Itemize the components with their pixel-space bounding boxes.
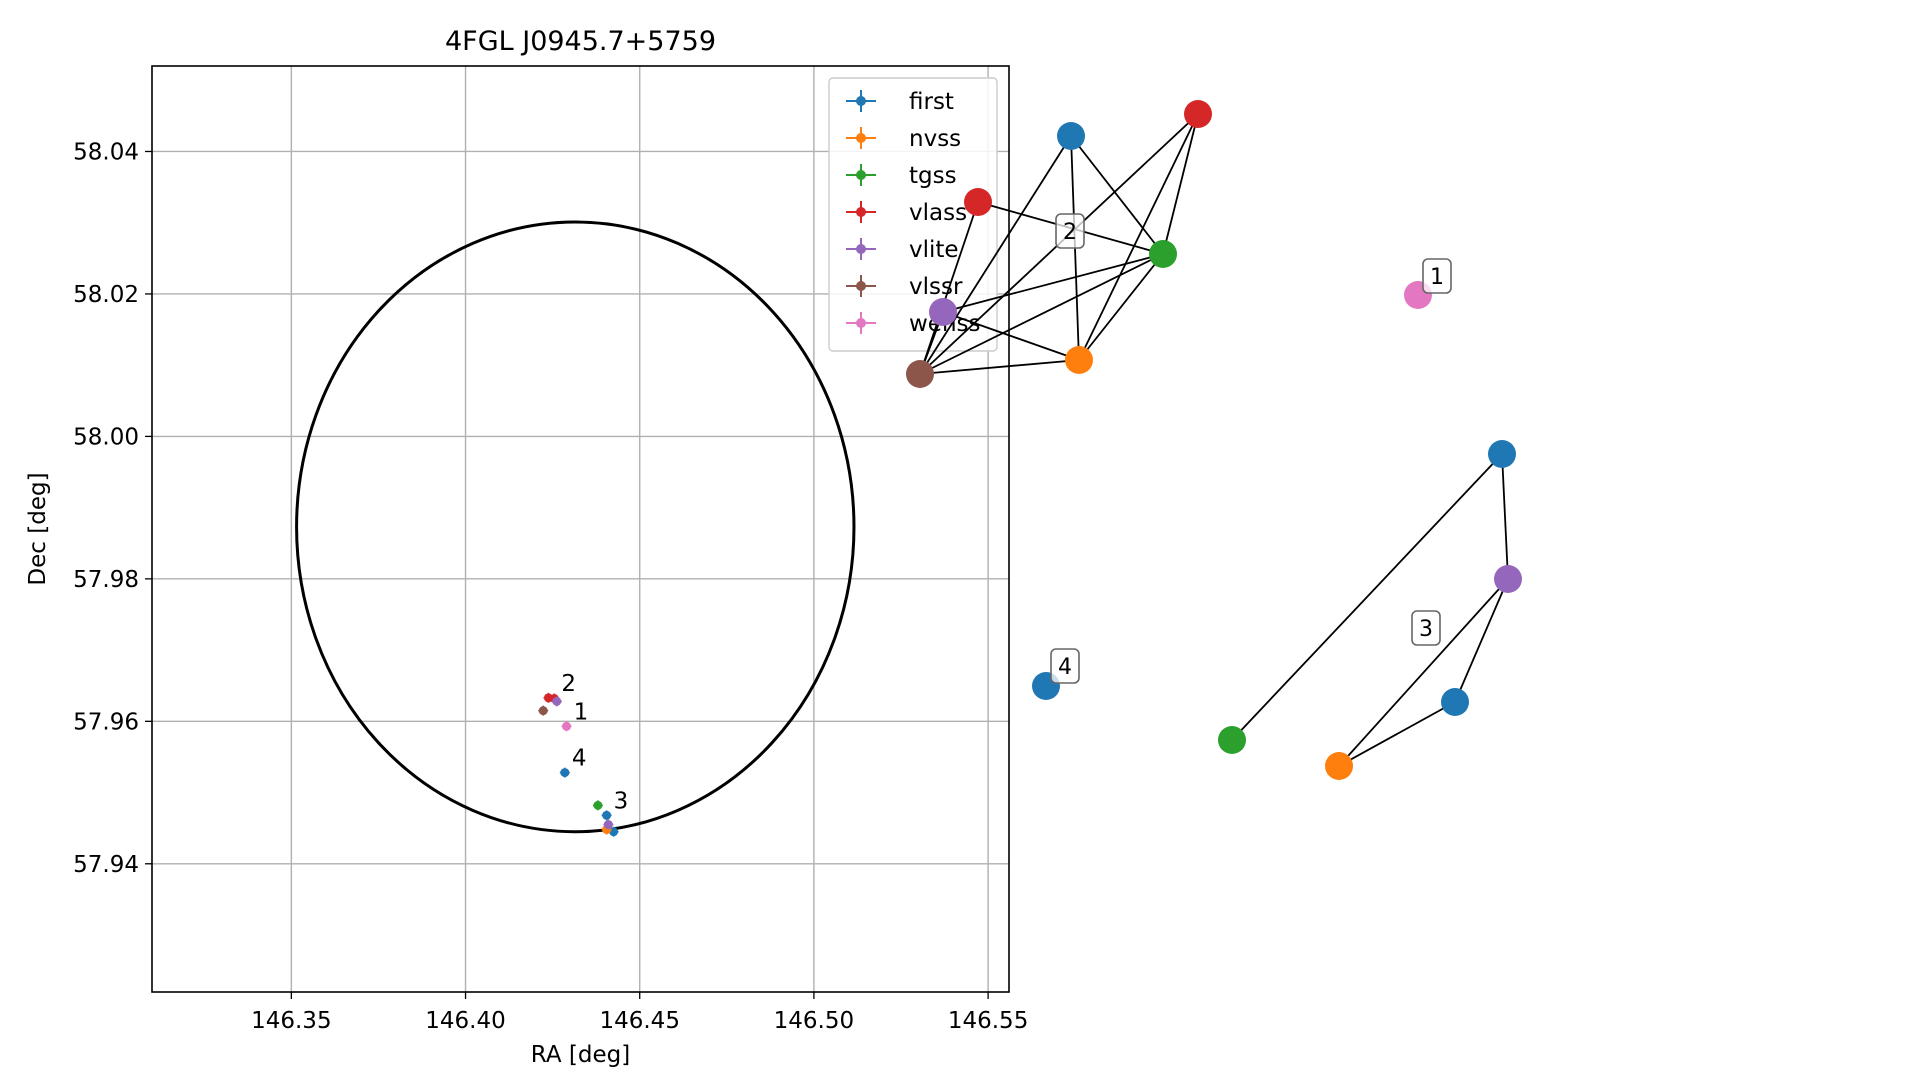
group-label: 1 [1422,258,1452,294]
ellipse-layer [295,220,856,834]
network-node-vlass [964,188,992,216]
network-edge [919,201,979,375]
network-panel: 2 1 3 4 [906,100,1522,780]
x-tick-label: 146.40 [425,1008,505,1034]
legend-label: first [909,89,954,115]
data-point-tgss [592,800,603,811]
network-group-labels: 2 1 3 4 [1050,213,1452,684]
data-point-wenss [561,721,572,732]
network-node-vlass [1184,100,1212,128]
axes-frame [151,65,1010,993]
legend-entry-nvss: nvss [846,126,961,152]
legend-label: vlite [909,237,959,263]
legend-label: nvss [909,126,961,152]
network-edge [919,135,1072,375]
network-node-nvss [1065,346,1093,374]
network-edge [1078,113,1199,361]
network-edge [1454,578,1509,703]
x-tick-label: 146.50 [774,1008,854,1034]
network-edge [1070,135,1164,255]
network-edge [1501,453,1509,580]
network-edge [919,359,1080,375]
legend-entry-vlite: vlite [846,237,959,263]
data-point-vlssr [538,705,549,716]
network-edges [919,113,1509,767]
network-node-first [1441,688,1469,716]
y-tick-label: 57.98 [73,567,139,593]
data-point-vlite [551,696,562,707]
network-edge [1162,113,1199,255]
scatter-panel: 21 4 3 146.35 146.40 146.45 146.50 146.55 57.9… [25,26,1028,1068]
legend-label: vlssr [909,274,963,300]
network-node-first [1488,440,1516,468]
point-annotation: 2 [561,671,576,697]
legend-box [828,77,998,352]
legend-label: vlass [909,200,967,226]
y-axis-label: Dec [deg] [25,472,51,585]
points-layer [538,692,619,837]
y-tick-label: 58.02 [73,282,139,308]
point-annotation: 4 [572,746,587,772]
network-node-vlite [929,298,957,326]
point-annotation: 3 [614,788,629,814]
legend-entry-first: first [846,89,954,115]
x-tick-label: 146.55 [948,1008,1028,1034]
chart-title: 4FGL J0945.7+5759 [445,26,716,57]
network-edge [1231,453,1503,741]
network-edge [1078,253,1164,361]
annotation-layer: 21 4 3 [561,671,628,815]
group-label-text: 1 [1430,265,1444,290]
network-node-nvss [1325,752,1353,780]
legend-entry-vlssr: vlssr [846,274,963,300]
legend: firstnvsstgssvlassvlitevlssrwenss [828,77,998,352]
group-label: 4 [1050,648,1080,684]
y-tick-label: 57.94 [73,852,139,878]
network-node-vlite [1494,565,1522,593]
group-label-text: 4 [1058,655,1072,680]
group-label-text: 3 [1419,617,1433,642]
data-point-first [601,810,612,821]
network-node-vlssr [906,360,934,388]
legend-entry-vlass: vlass [846,200,967,226]
network-node-tgss [1218,726,1246,754]
group-label: 3 [1411,610,1441,646]
legend-entry-tgss: tgss [846,163,957,189]
legend-label: tgss [909,163,957,189]
network-node-tgss [1149,240,1177,268]
y-tick-label: 58.00 [73,424,139,450]
data-point-vlite [603,819,614,830]
group-label: 2 [1055,213,1085,249]
x-tick-label: 146.45 [599,1008,679,1034]
x-tick-label: 146.35 [251,1008,331,1034]
network-edge [942,253,1164,313]
network-edge [1338,701,1456,767]
y-ticks: 57.94 57.96 57.98 58.00 58.02 58.04 [73,139,152,878]
point-annotation: 1 [574,699,589,725]
network-edge [942,311,1080,361]
x-ticks: 146.35 146.40 146.45 146.50 146.55 [251,992,1028,1034]
network-node-first [1057,122,1085,150]
y-tick-label: 57.96 [73,709,139,735]
network-edge [919,253,1164,375]
network-edge [1338,578,1509,767]
network-nodes [906,100,1522,780]
x-axis-label: RA [deg] [531,1042,630,1068]
localization-ellipse [295,220,856,834]
data-point-first [559,767,570,778]
group-label-text: 2 [1063,220,1077,245]
y-tick-label: 58.04 [73,139,139,165]
